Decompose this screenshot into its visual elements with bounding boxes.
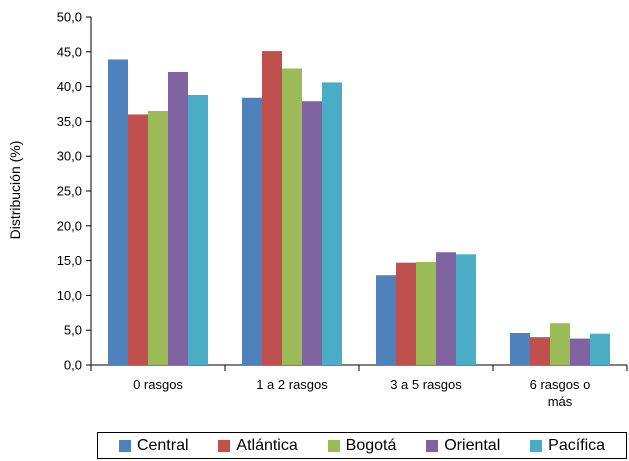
x-category-label: 3 a 5 rasgos <box>390 377 462 392</box>
legend-label: Atlántica <box>236 436 298 454</box>
legend-item: Bogotá <box>327 436 397 455</box>
y-tick-label: 40,0 <box>57 79 82 94</box>
bar-pacífica-2 <box>322 82 342 365</box>
legend-swatch <box>218 439 231 452</box>
y-axis-title: Distribución (%) <box>7 141 23 240</box>
bar-central-1 <box>108 59 128 366</box>
legend-label: Central <box>136 436 189 454</box>
x-category-label: más <box>548 394 573 409</box>
bar-central-3 <box>376 275 396 365</box>
bar-oriental-3 <box>436 252 456 365</box>
legend-label: Pacífica <box>548 436 606 454</box>
legend-swatch <box>327 439 340 452</box>
legend-item: Pacífica <box>530 437 605 455</box>
y-tick-label: 45,0 <box>57 44 82 59</box>
legend-swatch <box>118 439 131 452</box>
x-category-label: 6 rasgos o <box>530 377 591 392</box>
legend-label: Oriental <box>444 436 501 454</box>
bar-atlántica-4 <box>530 337 550 365</box>
bar-bogotá-1 <box>148 110 168 366</box>
bar-oriental-1 <box>168 71 188 365</box>
bar-atlántica-1 <box>128 114 148 365</box>
bar-central-2 <box>242 97 262 366</box>
bar-bogotá-4 <box>550 323 570 365</box>
y-tick-label: 35,0 <box>57 114 82 129</box>
bar-bogotá-2 <box>282 68 302 365</box>
bars <box>108 51 610 366</box>
legend-item: Central <box>118 436 189 455</box>
x-category-label: 0 rasgos <box>133 377 183 392</box>
y-tick-label: 10,0 <box>57 288 82 303</box>
y-tick-label: 25,0 <box>57 184 82 199</box>
bar-oriental-4 <box>570 338 590 365</box>
x-category-label: 1 a 2 rasgos <box>256 377 328 392</box>
bar-pacífica-1 <box>188 94 208 366</box>
legend-swatch <box>426 439 439 452</box>
legend-swatch <box>530 439 543 452</box>
bar-central-4 <box>510 332 530 365</box>
y-tick-label: 20,0 <box>57 218 82 233</box>
legend-label: Bogotá <box>345 436 397 454</box>
bar-atlántica-2 <box>262 51 282 365</box>
legend-item: Oriental <box>426 437 500 455</box>
y-tick-label: 30,0 <box>57 149 82 164</box>
bar-pacífica-4 <box>590 333 610 365</box>
y-tick-label: 15,0 <box>57 253 82 268</box>
bar-atlántica-3 <box>396 262 416 365</box>
legend-item: Atlántica <box>218 436 298 455</box>
bar-bogotá-3 <box>416 261 436 365</box>
legend: Central Atlántica Bogotá Oriental Pacífica <box>97 432 627 459</box>
labels: 0,0 5,0 10,0 15,0 20,0 25,0 30,0 35,0 40,0 45,0 50… <box>57 10 591 410</box>
y-tick-label: 0,0 <box>64 358 82 373</box>
bar-pacífica-3 <box>456 254 476 365</box>
bar-oriental-2 <box>302 101 322 365</box>
y-tick-label: 50,0 <box>57 10 82 25</box>
y-tick-label: 5,0 <box>64 323 82 338</box>
